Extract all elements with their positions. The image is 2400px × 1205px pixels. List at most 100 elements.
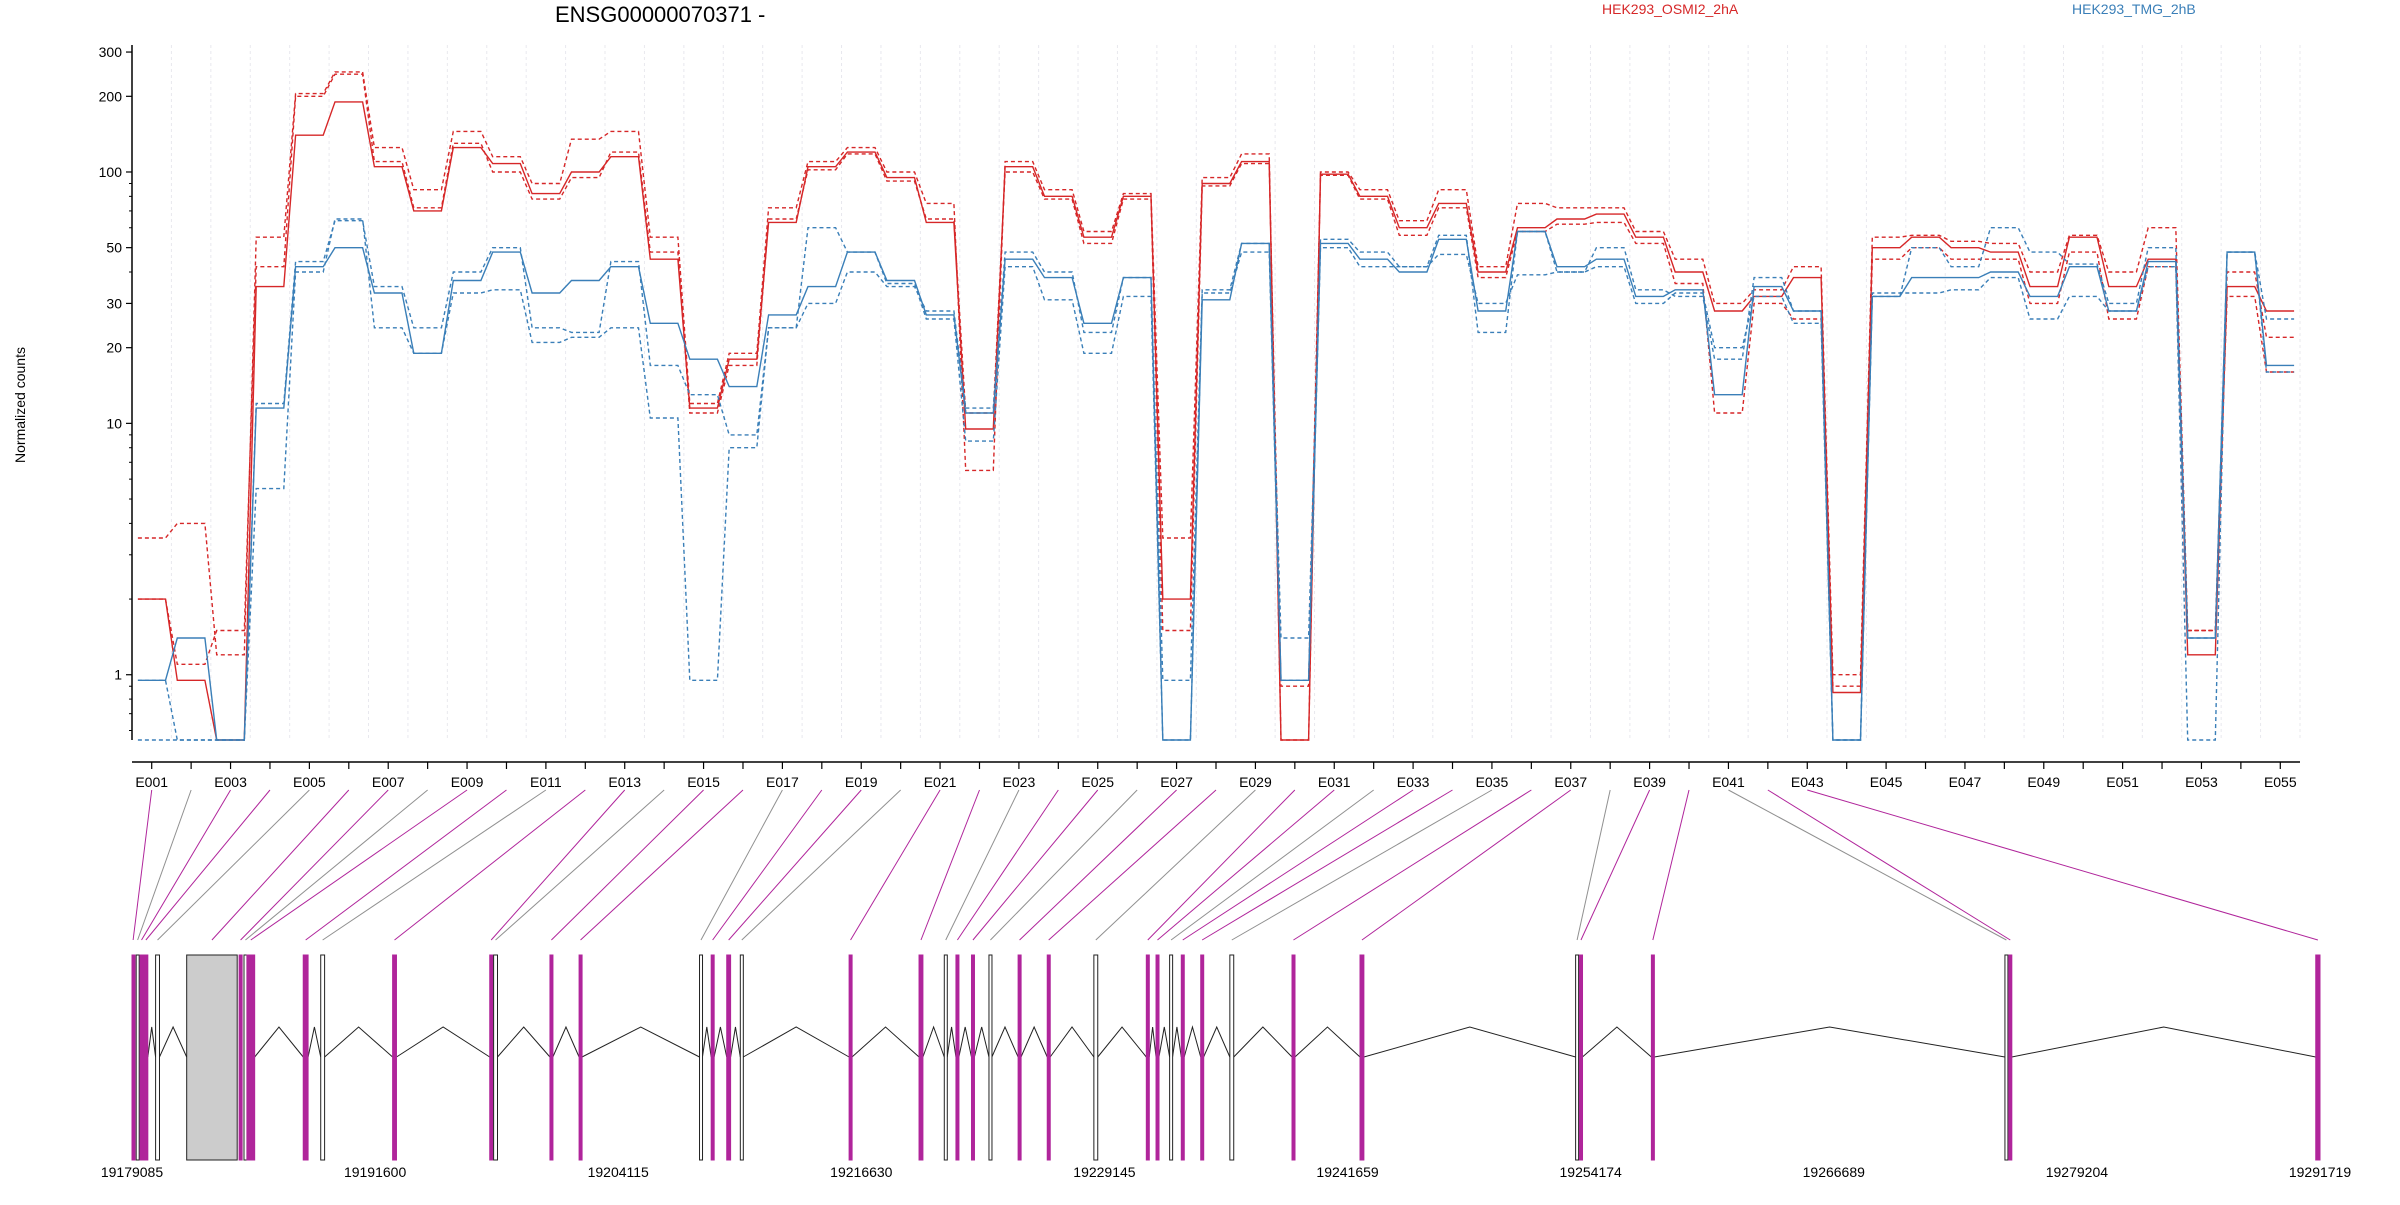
intron bbox=[1654, 1026, 2006, 1058]
exon-box-e034 bbox=[1200, 954, 1205, 1161]
exon-box-e026 bbox=[988, 954, 993, 1161]
exon-link bbox=[1576, 789, 1611, 941]
exon-box-e042 bbox=[2008, 954, 2013, 1161]
exon-link bbox=[990, 789, 1138, 941]
exon-box-e014 bbox=[493, 954, 498, 1161]
exon-link bbox=[1019, 789, 1177, 941]
exon-link bbox=[1767, 789, 2011, 941]
exon-box-e010 bbox=[302, 954, 309, 1161]
exon-box-e002 bbox=[135, 954, 140, 1161]
intron bbox=[2011, 1026, 2316, 1058]
intron bbox=[851, 1026, 920, 1058]
x-tick-label: E009 bbox=[451, 774, 484, 790]
x-tick-label: E003 bbox=[214, 774, 247, 790]
exon-box-e003 bbox=[139, 954, 144, 1161]
x-tick-label: E011 bbox=[530, 774, 562, 790]
intron bbox=[147, 1026, 157, 1058]
intron bbox=[946, 1026, 957, 1058]
legend-entry-osmi: HEK293_OSMI2_2hA bbox=[1602, 1, 1739, 17]
y-tick-label: 200 bbox=[99, 88, 123, 104]
x-tick-label: E013 bbox=[608, 774, 641, 790]
exon-box-e032 bbox=[1169, 954, 1174, 1161]
x-tick-label: E039 bbox=[1633, 774, 1666, 790]
x-tick-label: E001 bbox=[135, 774, 168, 790]
exon-box-e040 bbox=[1650, 954, 1655, 1161]
x-tick-label: E055 bbox=[2264, 774, 2297, 790]
exon-box-e031 bbox=[1155, 954, 1160, 1161]
legend-entry-tmg: HEK293_TMG_2hB bbox=[2072, 1, 2196, 17]
exon-link bbox=[850, 789, 941, 941]
x-tick-label: E037 bbox=[1554, 774, 1587, 790]
exon-link bbox=[956, 789, 1059, 941]
exon-link bbox=[728, 789, 862, 941]
exon-link bbox=[1182, 789, 1414, 941]
y-tick-label: 100 bbox=[99, 164, 123, 180]
intron bbox=[497, 1026, 551, 1058]
y-tick-label: 50 bbox=[106, 240, 122, 256]
exon-link bbox=[250, 789, 468, 941]
exon-link bbox=[1095, 789, 1256, 941]
exon-link bbox=[1580, 789, 1651, 941]
x-tick-label: E035 bbox=[1476, 774, 1509, 790]
exon-link bbox=[245, 789, 428, 941]
y-tick-label: 300 bbox=[99, 44, 123, 60]
x-tick-label: E029 bbox=[1239, 774, 1272, 790]
intron bbox=[1582, 1026, 1652, 1058]
chart-title: ENSG00000070371 - bbox=[555, 2, 765, 27]
gene-model: 19179085 19191600 19204115 19216630 19229145… bbox=[101, 954, 2352, 1180]
intron bbox=[730, 1026, 741, 1058]
intron bbox=[1020, 1025, 1048, 1058]
exon-link bbox=[1728, 789, 2007, 941]
intron bbox=[922, 1025, 945, 1058]
coordinate-label: 19216630 bbox=[830, 1164, 893, 1180]
exon-box-e018 bbox=[710, 954, 715, 1161]
x-tick-label: E025 bbox=[1081, 774, 1114, 790]
y-axis-label: Normalized counts bbox=[12, 347, 28, 463]
exon-box-e030 bbox=[1145, 954, 1150, 1161]
intron bbox=[1183, 1025, 1202, 1058]
coordinate-label: 19229145 bbox=[1073, 1164, 1136, 1180]
intron bbox=[581, 1026, 700, 1058]
exon-link bbox=[920, 789, 980, 941]
exon-link bbox=[240, 789, 389, 941]
exon-box-e039 bbox=[1579, 954, 1584, 1161]
exon-link bbox=[1807, 789, 2319, 941]
x-tick-label: E047 bbox=[1949, 774, 1982, 790]
intron bbox=[1148, 1026, 1157, 1058]
exon-link bbox=[945, 789, 1020, 941]
exon-link bbox=[211, 789, 350, 941]
series-layer bbox=[137, 71, 2295, 741]
intron bbox=[1294, 1026, 1361, 1058]
exon-link bbox=[700, 789, 783, 941]
x-tick-label: E033 bbox=[1397, 774, 1430, 790]
exon-link bbox=[1293, 789, 1532, 941]
x-tick-label: E017 bbox=[766, 774, 799, 790]
grid bbox=[131, 45, 2301, 740]
x-tick-label: E021 bbox=[924, 774, 957, 790]
exon-box-e007 bbox=[238, 954, 243, 1161]
exon-links bbox=[132, 789, 2319, 941]
exon-link bbox=[1201, 789, 1453, 941]
x-tick-label: E031 bbox=[1318, 774, 1351, 790]
axes: 1 10 20 30 50 100 200 300 E001 E003 E005 E007 E009 E0… bbox=[99, 44, 2300, 790]
coordinate-label: 19291719 bbox=[2289, 1164, 2352, 1180]
series-line-osmi-2 bbox=[137, 73, 2295, 687]
coordinate-label: 19279204 bbox=[2046, 1164, 2109, 1180]
y-tick-label: 10 bbox=[106, 415, 122, 431]
exon-box-e025 bbox=[970, 954, 975, 1161]
intron bbox=[973, 1026, 990, 1058]
intron bbox=[701, 1026, 712, 1058]
x-tick-label: E051 bbox=[2106, 774, 2139, 790]
exon-box-e027 bbox=[1017, 954, 1022, 1161]
intron bbox=[713, 1026, 728, 1058]
series-line-tmg-4 bbox=[137, 220, 2295, 741]
exon-box-e015 bbox=[549, 954, 554, 1161]
exon-box-e001 bbox=[131, 954, 136, 1161]
exon-link bbox=[1652, 789, 1690, 941]
intron bbox=[991, 1025, 1019, 1058]
coordinate-label: 19254174 bbox=[1560, 1164, 1623, 1180]
exon-box-e041 bbox=[2004, 954, 2009, 1161]
exon-link bbox=[580, 789, 744, 941]
x-tick-label: E007 bbox=[372, 774, 405, 790]
